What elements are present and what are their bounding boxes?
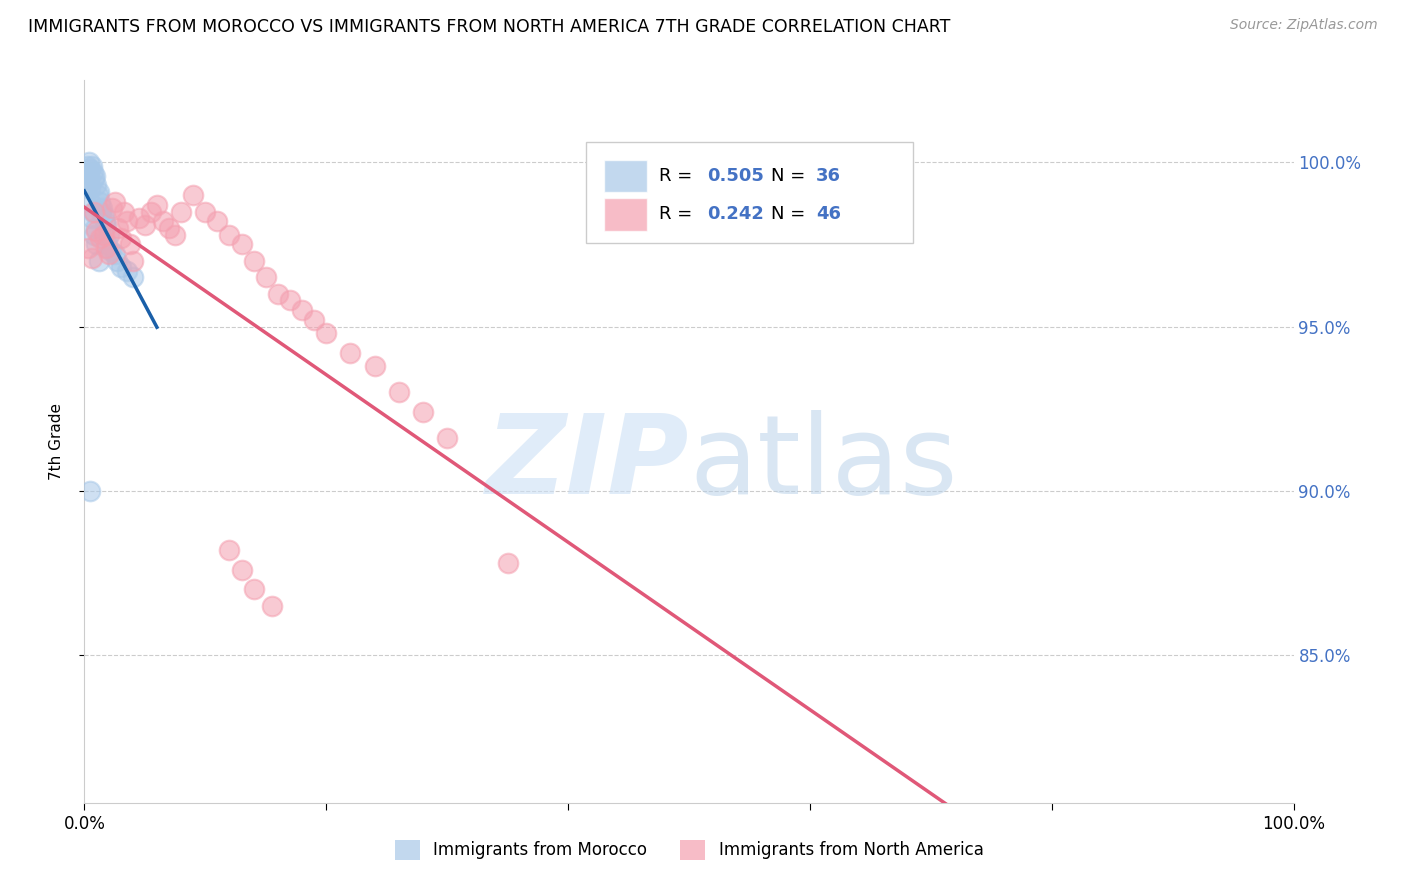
Point (115, 214, 138, 228)
Point (80, 251, 103, 265)
Point (146, 198, 169, 212)
Point (207, 214, 229, 228)
Point (104, 194, 127, 209)
Point (121, 270, 143, 285)
Point (278, 293, 301, 308)
Point (218, 543, 240, 558)
Point (80, 211, 103, 226)
Point (363, 359, 385, 373)
Point (83, 204, 105, 219)
Point (139, 204, 162, 219)
Point (80, 159, 103, 173)
Point (388, 385, 411, 400)
Point (110, 231, 132, 245)
Point (79, 181, 101, 195)
Point (315, 326, 337, 341)
Text: 0.505: 0.505 (707, 167, 763, 185)
Point (83, 227, 105, 242)
Point (267, 286, 290, 301)
Point (231, 563, 253, 577)
Point (94, 241, 117, 255)
Point (93, 227, 115, 242)
Text: ZIP: ZIP (485, 409, 689, 516)
Text: atlas: atlas (689, 409, 957, 516)
Point (86, 237, 108, 252)
Point (93, 208, 115, 222)
Point (77, 171, 100, 186)
Point (134, 218, 156, 232)
Point (110, 260, 132, 275)
Point (76, 159, 98, 173)
Text: R =: R = (659, 205, 697, 223)
Point (79, 161, 101, 176)
Point (79, 194, 101, 209)
Point (89, 194, 111, 209)
Point (291, 303, 314, 318)
Point (107, 221, 129, 235)
Point (115, 264, 138, 278)
Point (82, 204, 104, 219)
Point (170, 204, 193, 219)
Point (242, 253, 264, 268)
Point (84, 221, 107, 235)
Legend: Immigrants from Morocco, Immigrants from North America: Immigrants from Morocco, Immigrants from… (388, 833, 990, 867)
Y-axis label: 7th Grade: 7th Grade (49, 403, 63, 480)
Text: 36: 36 (815, 167, 841, 185)
Point (86, 178, 108, 193)
Text: 0.242: 0.242 (707, 205, 763, 223)
Point (87, 185, 110, 199)
Point (120, 237, 142, 252)
Point (97, 247, 120, 261)
Point (87, 253, 110, 268)
Point (254, 270, 277, 285)
Point (260, 599, 283, 613)
Point (121, 253, 143, 268)
Point (77, 155, 100, 169)
Point (90, 204, 112, 219)
Point (86, 224, 108, 238)
Point (157, 221, 180, 235)
Point (83, 171, 105, 186)
Point (96, 237, 118, 252)
FancyBboxPatch shape (605, 198, 647, 230)
Point (84, 169, 107, 183)
Point (94, 218, 117, 232)
Point (231, 237, 253, 252)
Point (101, 202, 124, 216)
Text: R =: R = (659, 167, 697, 185)
Point (77, 178, 100, 193)
Point (152, 214, 174, 228)
FancyBboxPatch shape (586, 142, 912, 243)
Point (77, 241, 100, 255)
Point (105, 253, 128, 268)
Point (181, 188, 204, 202)
Text: N =: N = (770, 205, 811, 223)
Point (94, 214, 117, 228)
Point (194, 204, 217, 219)
Point (302, 313, 325, 327)
Text: 46: 46 (815, 205, 841, 223)
Point (436, 431, 458, 445)
Point (339, 346, 361, 360)
Point (412, 405, 434, 419)
FancyBboxPatch shape (605, 160, 647, 193)
Text: N =: N = (770, 167, 811, 185)
Point (242, 582, 264, 597)
Point (77, 165, 100, 179)
Text: IMMIGRANTS FROM MOROCCO VS IMMIGRANTS FROM NORTH AMERICA 7TH GRADE CORRELATION C: IMMIGRANTS FROM MOROCCO VS IMMIGRANTS FR… (28, 18, 950, 36)
Point (91, 202, 114, 216)
Point (218, 227, 240, 242)
Point (165, 227, 187, 242)
Point (128, 211, 150, 226)
Point (86, 188, 108, 202)
Point (79, 483, 101, 498)
Point (496, 556, 519, 570)
Point (89, 231, 111, 245)
Text: Source: ZipAtlas.com: Source: ZipAtlas.com (1230, 18, 1378, 32)
Point (104, 247, 127, 261)
Point (97, 227, 120, 242)
Point (112, 204, 135, 219)
Point (82, 165, 104, 179)
Point (100, 244, 122, 258)
